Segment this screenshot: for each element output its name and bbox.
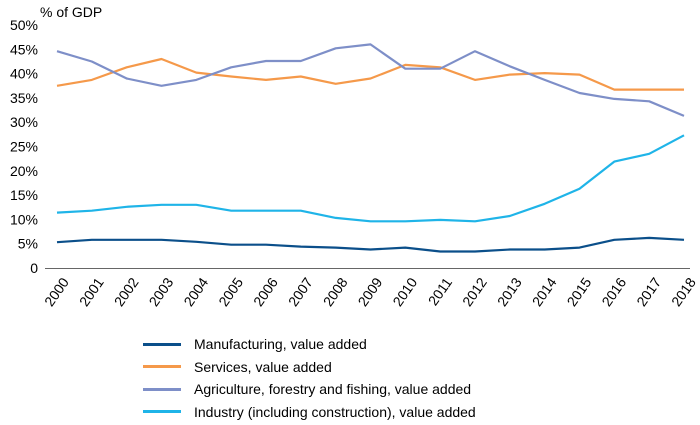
y-axis-title: % of GDP (40, 4, 102, 20)
y-tick-label: 40% (10, 66, 38, 82)
legend-swatch-agriculture (143, 387, 181, 391)
series-lines (56, 43, 685, 253)
y-tick-label: 25% (10, 139, 38, 155)
x-tick-label: 2000 (41, 274, 72, 309)
legend: Manufacturing, value added Services, val… (143, 333, 476, 423)
series-line-1 (56, 57, 684, 91)
x-tick-label: 2017 (633, 274, 664, 309)
line-chart: % of GDP 05%10%15%20%25%30%35%40%45%50% … (10, 4, 699, 309)
x-tick-label: 2005 (215, 274, 246, 309)
legend-swatch-industry (143, 410, 181, 414)
y-tick-label: 5% (18, 236, 38, 252)
x-tick-label: 2014 (529, 274, 560, 309)
legend-item-industry: Industry (including construction), value… (143, 401, 476, 424)
x-tick-label: 2015 (564, 274, 595, 309)
x-tick-label: 2016 (598, 274, 629, 309)
y-tick-label: 0 (30, 260, 38, 276)
legend-label: Manufacturing, value added (194, 336, 367, 353)
legend-item-agriculture: Agriculture, forestry and fishing, value… (143, 378, 476, 401)
series-line-2 (56, 43, 685, 117)
x-tick-label: 2011 (425, 274, 455, 308)
legend-swatch-manufacturing (143, 342, 181, 346)
y-tick-label: 15% (10, 187, 38, 203)
x-tick-label: 2008 (320, 274, 351, 309)
y-tick-label: 45% (10, 41, 38, 57)
legend-item-services: Services, value added (143, 356, 476, 379)
legend-item-manufacturing: Manufacturing, value added (143, 333, 476, 356)
y-tick-label: 30% (10, 114, 38, 130)
legend-label: Agriculture, forestry and fishing, value… (194, 381, 472, 398)
x-tick-label: 2010 (389, 274, 420, 309)
x-tick-label: 2009 (355, 274, 386, 309)
y-tick-label: 10% (10, 211, 38, 227)
x-tick-label: 2013 (494, 274, 525, 309)
series-line-0 (56, 236, 685, 253)
legend-label: Services, value added (194, 358, 332, 375)
x-tick-label: 2012 (459, 274, 490, 309)
x-tick-label: 2004 (180, 274, 211, 309)
x-tick-label: 2007 (285, 274, 316, 309)
x-tick-label: 2006 (250, 274, 281, 309)
legend-label: Industry (including construction), value… (194, 403, 476, 420)
x-tick-label: 2018 (668, 274, 699, 309)
x-tick-label: 2003 (146, 274, 177, 309)
y-tick-label: 50% (10, 17, 38, 33)
series-line-3 (56, 134, 685, 223)
y-tick-label: 20% (10, 163, 38, 179)
x-tick-label: 2002 (111, 274, 142, 309)
x-axis-ticks: 2000 2001 2002 2003 2004 2005 2006 2007 2008 2009… (41, 274, 699, 309)
y-axis-ticks: 0 5% 10% 15% 20% 25% 30% 35% 40% 45% 50% (10, 17, 38, 276)
x-tick-label: 2001 (76, 274, 107, 309)
legend-swatch-services (143, 365, 181, 369)
y-tick-label: 35% (10, 90, 38, 106)
